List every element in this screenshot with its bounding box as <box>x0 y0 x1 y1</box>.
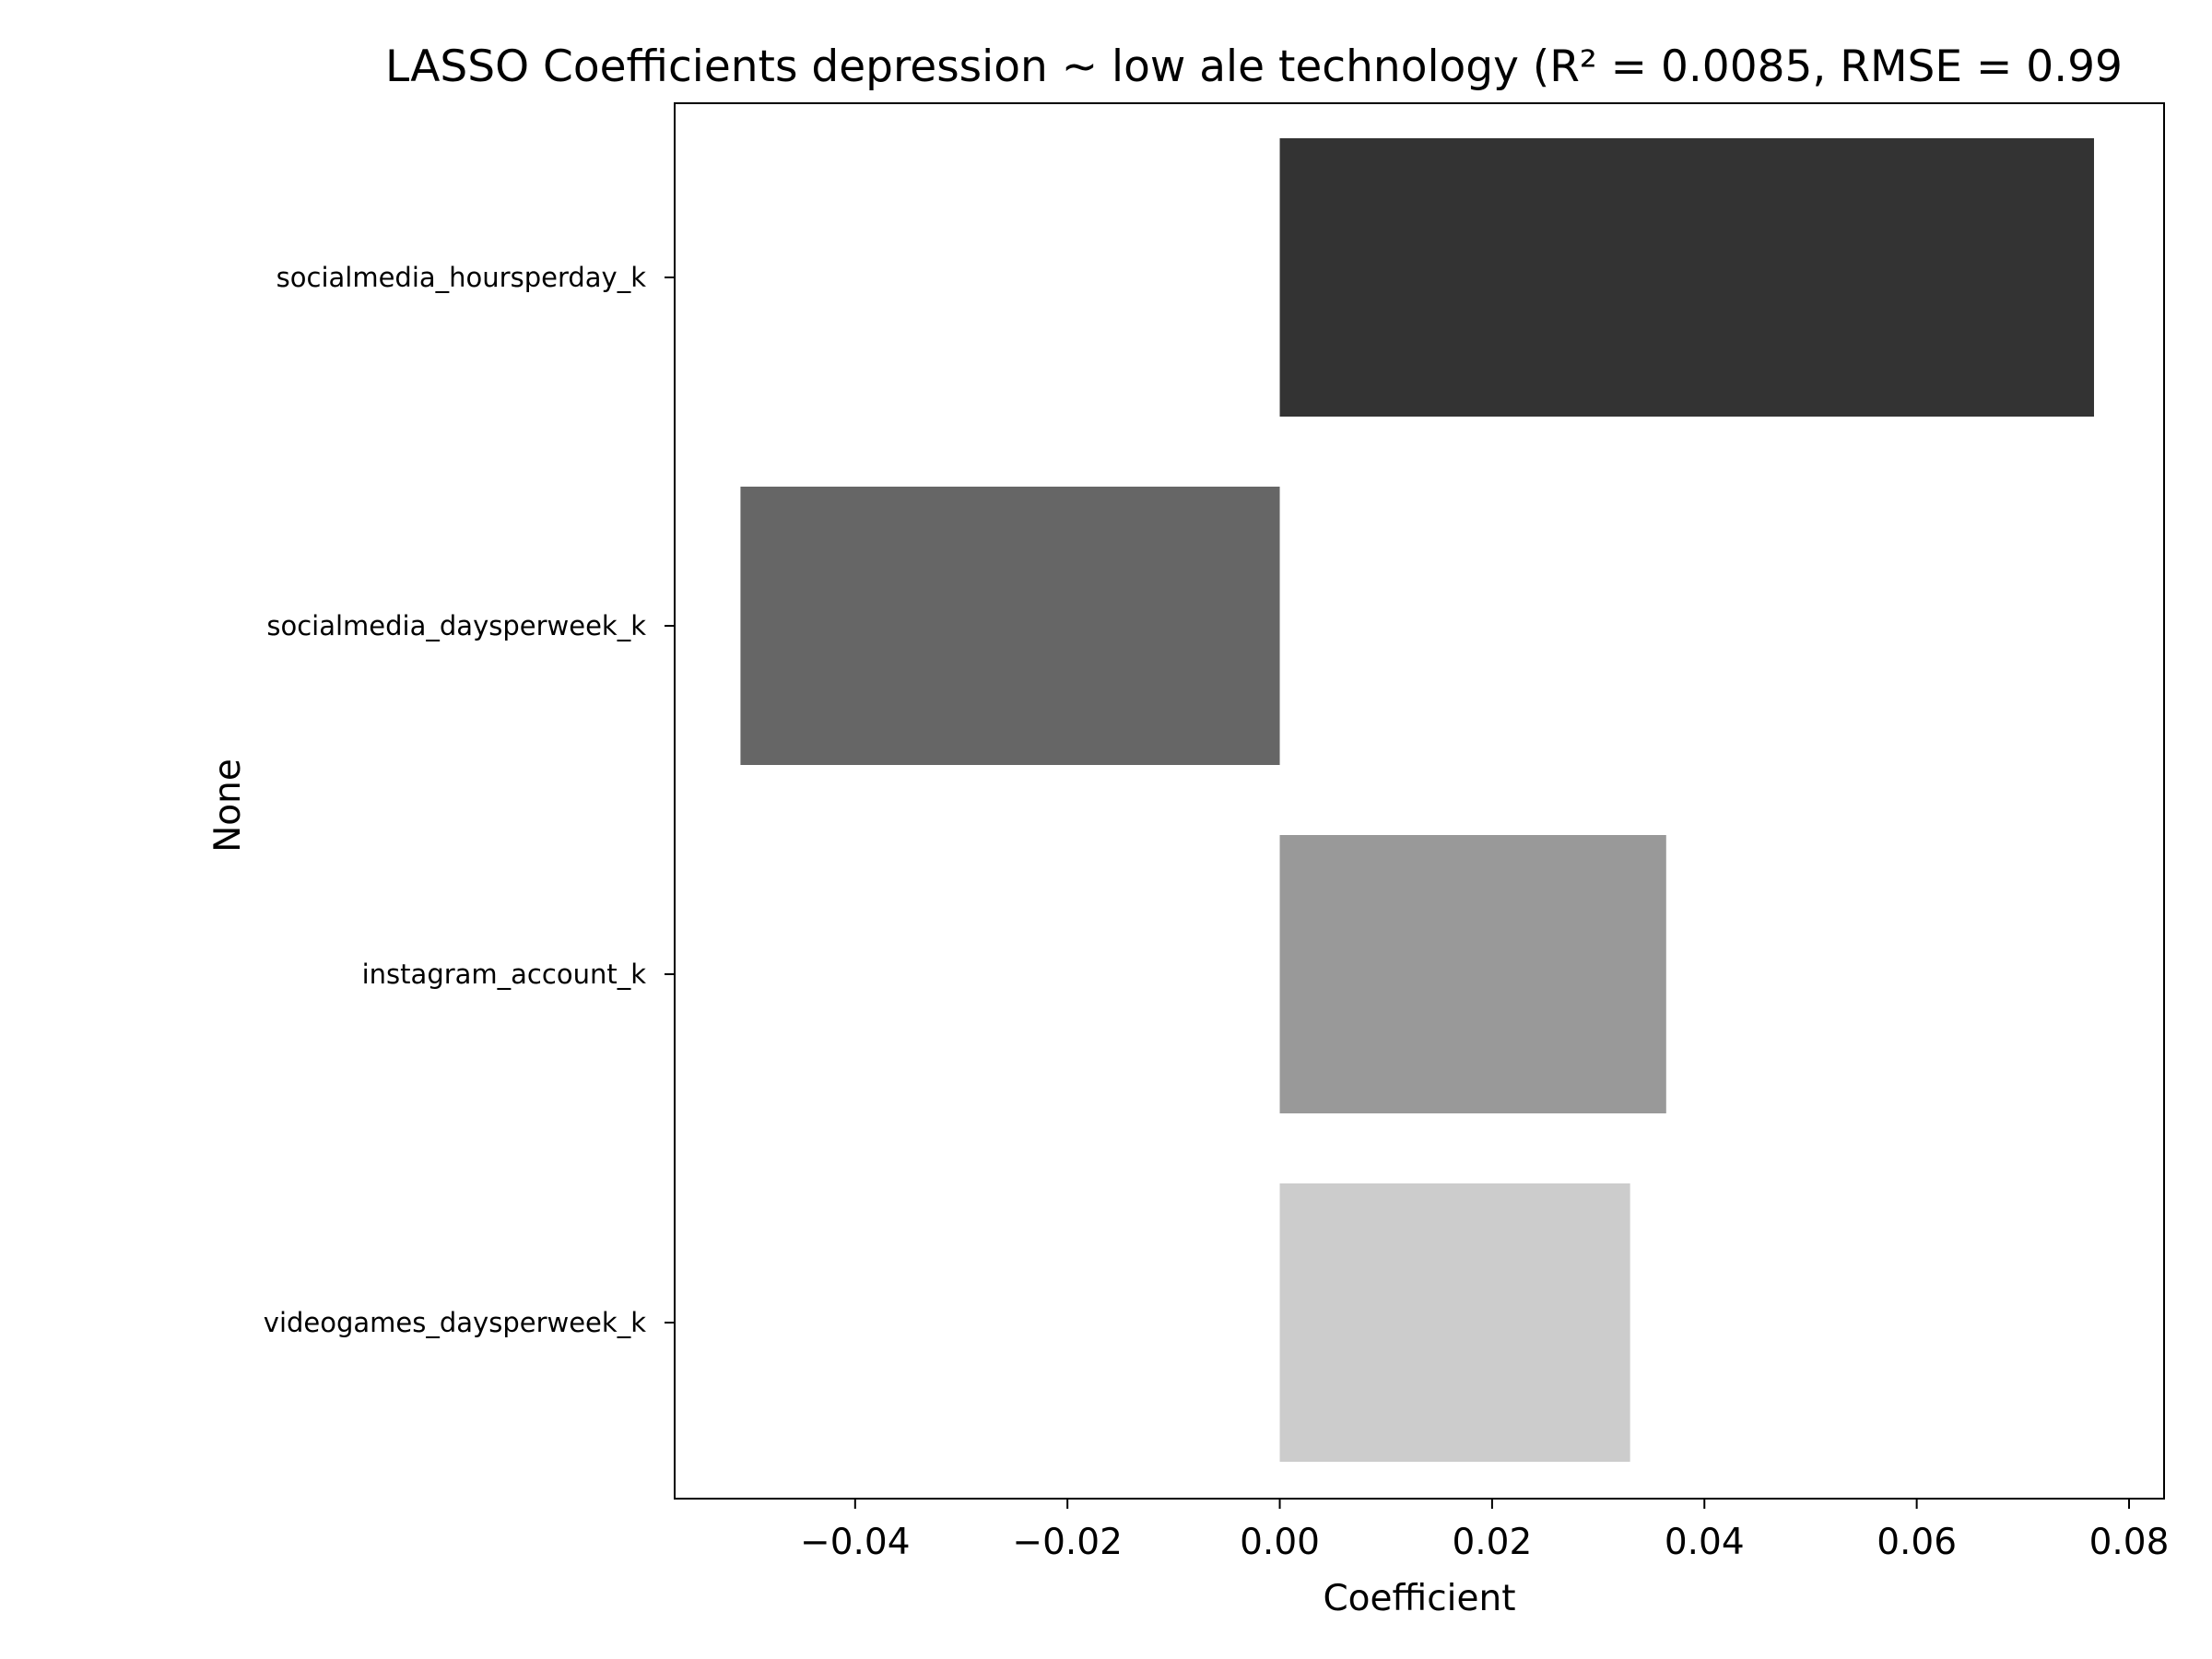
x-tick-label: 0.04 <box>1665 1522 1745 1563</box>
bar-socialmedia_daysperweek_k <box>740 487 1280 765</box>
plot-frame <box>674 102 2165 1500</box>
y-tick-label: videogames_daysperweek_k <box>264 1307 646 1338</box>
chart-title: LASSO Coefficients depression ~ low ale … <box>385 41 2123 92</box>
bar-instagram_account_k <box>1279 835 1666 1113</box>
y-tick-label: socialmedia_daysperweek_k <box>266 610 646 641</box>
x-axis-label: Coefficient <box>1323 1578 1515 1619</box>
bar-socialmedia_hoursperday_k <box>1279 138 2094 417</box>
y-axis-label: None <box>207 759 249 853</box>
x-tick-label: 0.00 <box>1240 1522 1320 1563</box>
x-tick-label: −0.02 <box>1012 1522 1123 1563</box>
x-tick-label: −0.04 <box>800 1522 911 1563</box>
bars-layer <box>740 138 2094 1462</box>
x-tick-label: 0.06 <box>1877 1522 1957 1563</box>
x-tick-label: 0.02 <box>1452 1522 1532 1563</box>
y-tick-label: socialmedia_hoursperday_k <box>276 262 647 293</box>
bar-videogames_daysperweek_k <box>1279 1183 1630 1462</box>
x-axis: −0.04 −0.02 0.00 0.02 0.04 0.06 0.08 <box>800 1499 2169 1563</box>
y-axis: socialmedia_hoursperday_k socialmedia_day… <box>264 262 675 1338</box>
x-tick-label: 0.08 <box>2089 1522 2170 1563</box>
y-tick-label: instagram_account_k <box>362 959 647 990</box>
